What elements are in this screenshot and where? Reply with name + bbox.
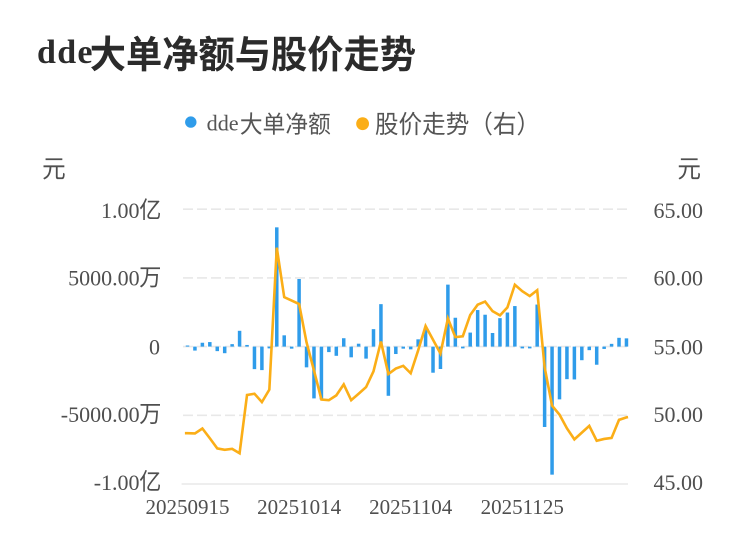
svg-text:55.00: 55.00 [654, 335, 704, 360]
svg-text:-5000.00: -5000.00 [61, 402, 140, 427]
svg-text:0: 0 [149, 335, 160, 360]
svg-text:20250915: 20250915 [146, 495, 230, 519]
svg-text:45.00: 45.00 [654, 470, 704, 495]
svg-text:20251125: 20251125 [481, 495, 564, 519]
svg-text:1.00: 1.00 [101, 198, 140, 223]
svg-text:5000.00: 5000.00 [68, 266, 140, 291]
svg-text:20251014: 20251014 [257, 495, 342, 519]
svg-text:dde: dde [207, 110, 239, 135]
svg-text:20251104: 20251104 [369, 495, 453, 519]
svg-text:-1.00: -1.00 [94, 470, 140, 495]
svg-text:60.00: 60.00 [654, 266, 704, 291]
svg-text:50.00: 50.00 [654, 402, 704, 427]
svg-text:65.00: 65.00 [654, 198, 704, 223]
svg-text:dde: dde [37, 34, 94, 71]
